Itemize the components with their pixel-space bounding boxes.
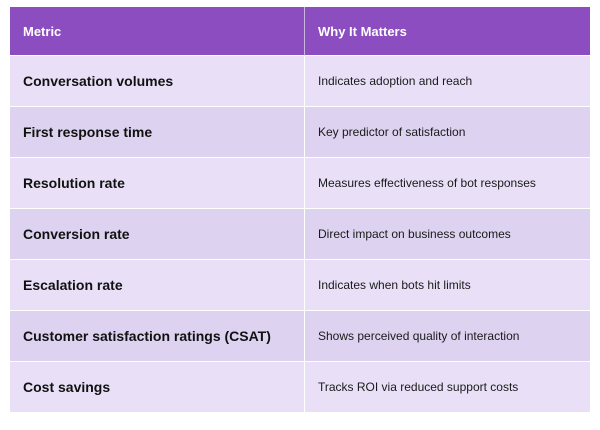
table-row: Customer satisfaction ratings (CSAT) Sho… bbox=[10, 311, 590, 362]
column-header-why-it-matters: Why It Matters bbox=[305, 7, 590, 56]
table-row: Escalation rate Indicates when bots hit … bbox=[10, 260, 590, 311]
table-row: Conversation volumes Indicates adoption … bbox=[10, 56, 590, 107]
metrics-table: Metric Why It Matters Conversation volum… bbox=[10, 7, 590, 413]
metric-cell: Customer satisfaction ratings (CSAT) bbox=[10, 311, 305, 362]
table-header-row: Metric Why It Matters bbox=[10, 7, 590, 56]
metric-cell: Resolution rate bbox=[10, 158, 305, 209]
why-cell: Direct impact on business outcomes bbox=[305, 209, 590, 260]
why-cell: Indicates adoption and reach bbox=[305, 56, 590, 107]
metric-cell: Conversion rate bbox=[10, 209, 305, 260]
table-row: Conversion rate Direct impact on busines… bbox=[10, 209, 590, 260]
metric-cell: Escalation rate bbox=[10, 260, 305, 311]
table-row: First response time Key predictor of sat… bbox=[10, 107, 590, 158]
metrics-table-container: Metric Why It Matters Conversation volum… bbox=[10, 7, 590, 420]
why-cell: Key predictor of satisfaction bbox=[305, 107, 590, 158]
why-cell: Measures effectiveness of bot responses bbox=[305, 158, 590, 209]
table-row: Cost savings Tracks ROI via reduced supp… bbox=[10, 362, 590, 413]
metric-cell: Conversation volumes bbox=[10, 56, 305, 107]
metric-cell: First response time bbox=[10, 107, 305, 158]
metric-cell: Cost savings bbox=[10, 362, 305, 413]
why-cell: Indicates when bots hit limits bbox=[305, 260, 590, 311]
why-cell: Shows perceived quality of interaction bbox=[305, 311, 590, 362]
column-header-metric: Metric bbox=[10, 7, 305, 56]
table-row: Resolution rate Measures effectiveness o… bbox=[10, 158, 590, 209]
why-cell: Tracks ROI via reduced support costs bbox=[305, 362, 590, 413]
